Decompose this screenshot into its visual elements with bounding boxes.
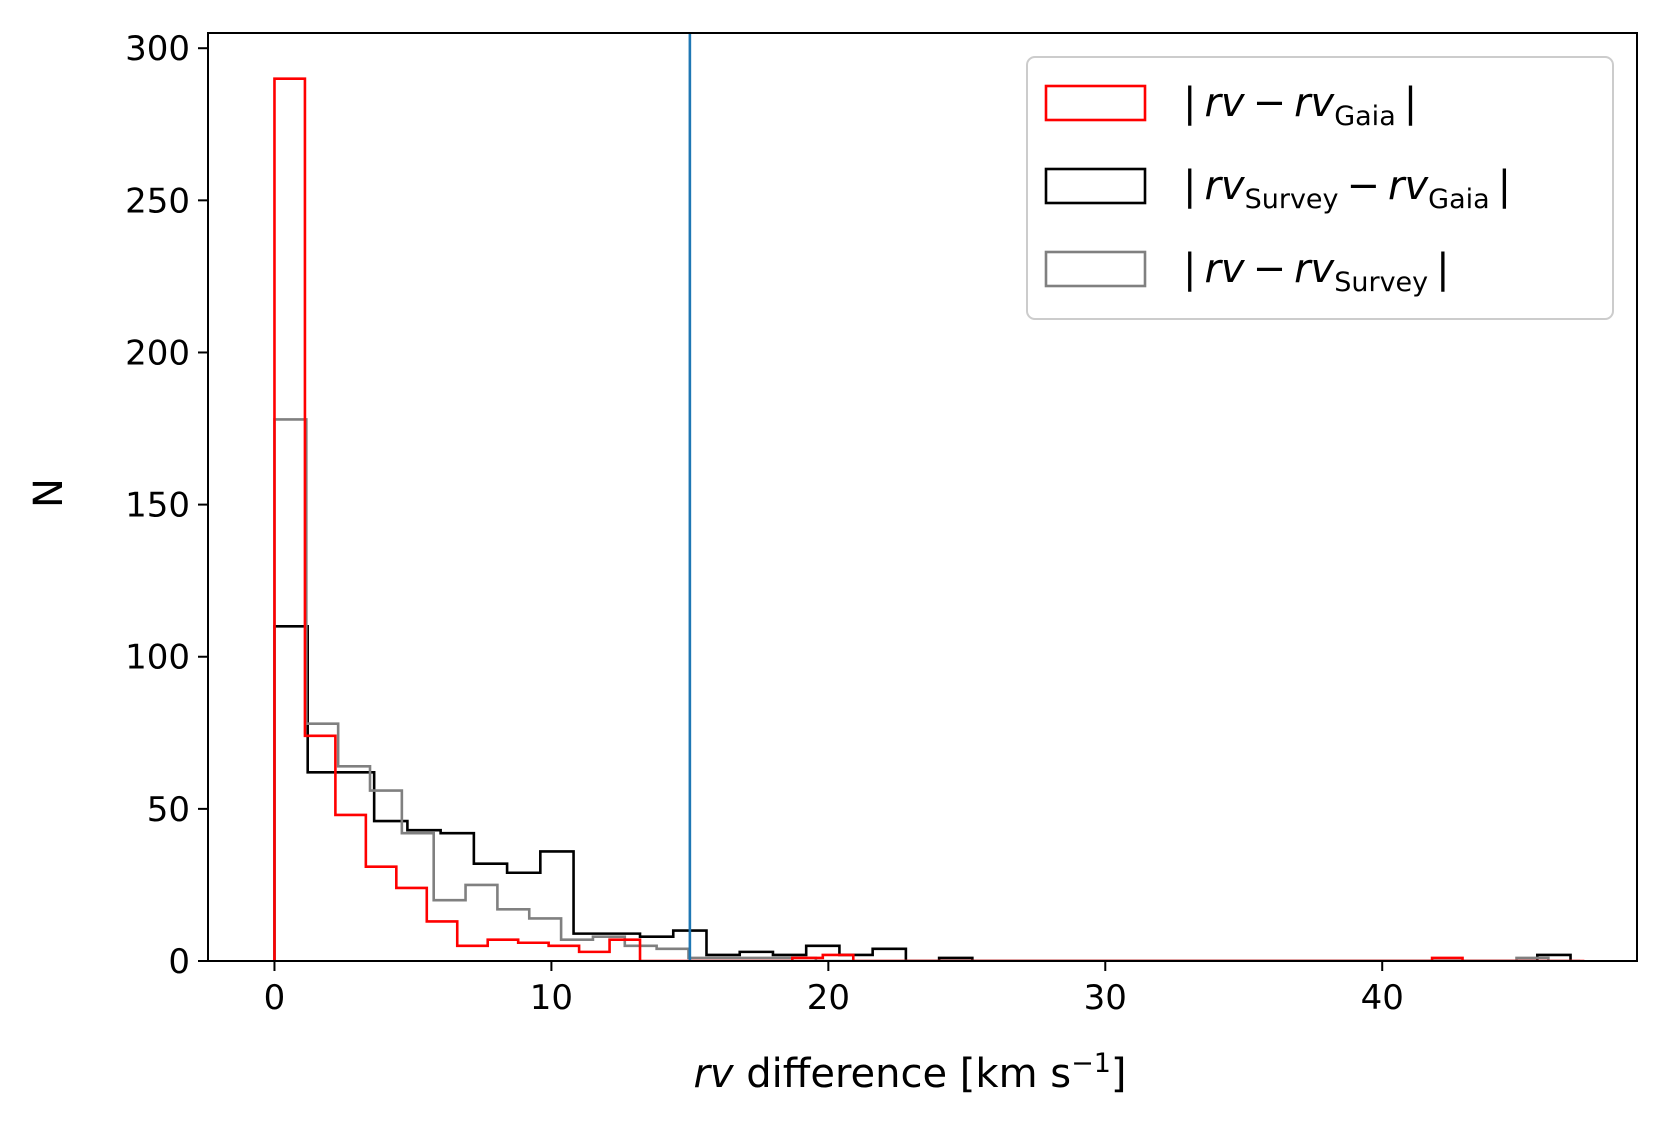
legend-swatch — [1044, 167, 1147, 205]
legend: | rv − rvGaia | | rvSurvey − rvGaia | | rv… — [1026, 56, 1614, 320]
legend-entry: | rvSurvey − rvGaia | — [1044, 163, 1511, 215]
y-tick-label: 300 — [125, 29, 190, 69]
y-axis-ticks: 0 50 100 150 200 250 300 — [125, 29, 208, 982]
legend-entry: | rv − rvGaia | — [1044, 80, 1417, 132]
y-tick-label: 100 — [125, 638, 190, 678]
x-axis-label: rv difference [km s−1] — [693, 1048, 1126, 1097]
legend-box — [1026, 56, 1614, 320]
x-tick-label: 40 — [1361, 978, 1404, 1018]
legend-swatch — [1044, 250, 1147, 288]
y-axis-label: N — [26, 478, 72, 508]
legend-label: | rv − rvGaia | — [1183, 80, 1417, 132]
axes-frame — [207, 32, 1638, 962]
y-tick-label: 50 — [147, 790, 190, 830]
histogram-step-line — [273, 418, 1581, 961]
legend-label: | rvSurvey − rvGaia | — [1183, 163, 1511, 215]
series-rv-survey — [273, 418, 1581, 961]
legend-label: | rv − rvSurvey | — [1183, 246, 1450, 298]
x-tick-label: 30 — [1084, 978, 1127, 1018]
series-rv-gaia — [273, 77, 1585, 961]
legend-entry: | rv − rvSurvey | — [1044, 246, 1450, 298]
legend-swatch — [1044, 84, 1147, 122]
x-axis-ticks: 0 10 20 30 40 — [264, 961, 1404, 1018]
histogram-step-line — [273, 77, 1585, 961]
y-tick-label: 150 — [125, 486, 190, 526]
series-survey-gaia — [273, 625, 1572, 961]
x-tick-label: 10 — [530, 978, 573, 1018]
plot-area — [273, 33, 1585, 961]
x-tick-label: 20 — [807, 978, 850, 1018]
histogram-step-line — [273, 625, 1572, 961]
y-tick-label: 250 — [125, 181, 190, 221]
x-tick-label: 0 — [264, 978, 286, 1018]
y-tick-label: 0 — [168, 942, 190, 982]
y-tick-label: 200 — [125, 333, 190, 373]
